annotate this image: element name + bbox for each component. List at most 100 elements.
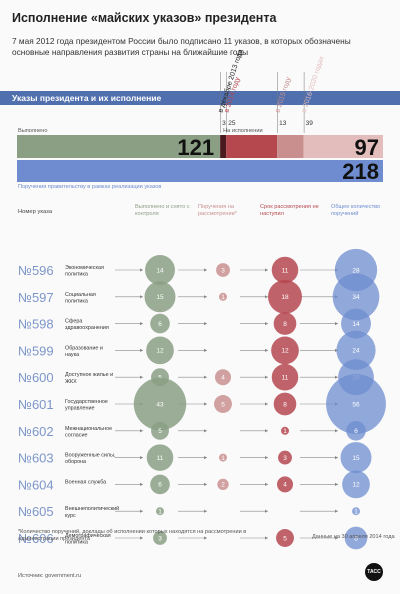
section-title: Указы президента и их исполнение [12, 93, 162, 103]
review-value: 5 [221, 401, 225, 408]
done-value: 3 [158, 535, 162, 542]
arrow-head [140, 509, 143, 513]
arrow-head [265, 322, 268, 326]
section-bar [0, 91, 400, 105]
deadline-value: 3 [222, 120, 226, 127]
decree-number: №598 [18, 317, 54, 332]
review-value: 97 [355, 135, 379, 160]
deadline-label: в 2016-2020 годах [301, 55, 326, 113]
deadline-label: в 2015 году [274, 76, 292, 114]
decree-number: №597 [18, 290, 54, 305]
total-bubble [326, 374, 386, 434]
decree-number: №604 [18, 477, 54, 492]
done-bubble [146, 444, 174, 471]
review-bubble [217, 478, 229, 491]
deadline-value: 25 [228, 120, 236, 127]
review-value: 1 [221, 294, 225, 301]
total-value: 8 [354, 535, 358, 542]
arrow-head [140, 322, 143, 326]
total-bubble [332, 273, 380, 321]
page-subtitle: 7 мая 2012 года президентом России было … [12, 36, 351, 57]
total-value: 15 [352, 455, 360, 462]
decree-number: №596 [18, 263, 54, 278]
arrow-head [140, 295, 143, 299]
deadline-value: 13 [279, 120, 287, 127]
pending-value: 12 [281, 348, 289, 355]
decree-name: Военная служба [65, 479, 106, 485]
arrow-head [335, 536, 338, 540]
decree-number: №606 [18, 531, 54, 546]
arrow-head [335, 509, 338, 513]
pending-bubble [273, 392, 297, 416]
arrow-head [265, 295, 268, 299]
source: Источник: government.ru [18, 573, 82, 579]
pending-bubble [281, 426, 289, 435]
arrow-head [204, 509, 207, 513]
arrow-head [265, 348, 268, 352]
arrow-head [335, 429, 338, 433]
review-bubble [215, 369, 231, 386]
arrow-head [140, 375, 143, 379]
arrow-head [265, 268, 268, 272]
footnote: *Количество поручений, доклады об исполн… [18, 529, 247, 542]
total-value: 34 [352, 294, 360, 301]
arrow-head [265, 402, 268, 406]
done-bubble [144, 281, 176, 313]
review-value: 3 [221, 267, 225, 274]
deadline-segment [303, 135, 383, 158]
decree-name: Образование и наука [65, 345, 103, 358]
pending-value: 8 [283, 321, 287, 328]
arrow-head [265, 429, 268, 433]
done-bubble [146, 336, 174, 365]
column-header: Выполнено и снято с контроля [135, 204, 190, 217]
pending-value: 8 [283, 401, 287, 408]
arrow-head [140, 536, 143, 540]
total-value: 24 [352, 348, 360, 355]
total-bubble [341, 308, 371, 339]
arrow-head [335, 482, 338, 486]
done-value: 43 [156, 401, 164, 408]
decree-name: Государственное управление [65, 399, 108, 412]
arrow-head [140, 482, 143, 486]
pending-value: 18 [281, 294, 289, 301]
tass-logo: ТАСС [365, 563, 383, 581]
decree-name: Доступное жилье и ЖКХ [65, 372, 113, 385]
pending-bubble [271, 256, 299, 284]
row-header: Номер указа [18, 209, 53, 215]
pending-bubble [271, 363, 299, 391]
done-bubble [150, 313, 170, 334]
arrow-head [140, 268, 143, 272]
review-bubble [214, 395, 232, 413]
page-title: Исполнение «майских указов» президента [12, 11, 277, 25]
total-bar [17, 160, 383, 182]
deadline-segment [220, 135, 227, 158]
arrow-head [204, 456, 207, 460]
arrow-head [265, 509, 268, 513]
done-value: 6 [158, 482, 162, 489]
decree-number: №599 [18, 343, 54, 358]
arrow-head [335, 322, 338, 326]
done-bubble [133, 377, 187, 431]
arrow-head [204, 268, 207, 272]
done-bubble [150, 474, 170, 495]
pending-value: 11 [282, 375, 289, 382]
review-bubble [219, 292, 227, 301]
total-bubble [342, 470, 370, 499]
pending-bubble [273, 312, 297, 335]
done-bar [17, 135, 221, 158]
total-value: 14 [352, 321, 360, 328]
decree-number: №605 [18, 504, 54, 519]
done-value: 12 [156, 348, 164, 355]
arrow-head [204, 402, 207, 406]
arrow-head [265, 456, 268, 460]
review-bubble [216, 263, 230, 277]
total-bubble [340, 442, 372, 474]
pending-bubble [277, 476, 293, 493]
done-value: 6 [158, 321, 162, 328]
arrow-head [265, 536, 268, 540]
done-value: 11 [157, 455, 164, 462]
done-value: 121 [177, 135, 214, 160]
arrow-head [265, 375, 268, 379]
column-header: Срок рассмотрения не наступил [260, 204, 319, 217]
pending-value: 4 [283, 482, 287, 489]
